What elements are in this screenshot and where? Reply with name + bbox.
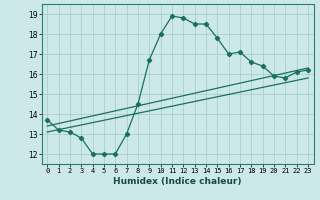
X-axis label: Humidex (Indice chaleur): Humidex (Indice chaleur): [113, 177, 242, 186]
